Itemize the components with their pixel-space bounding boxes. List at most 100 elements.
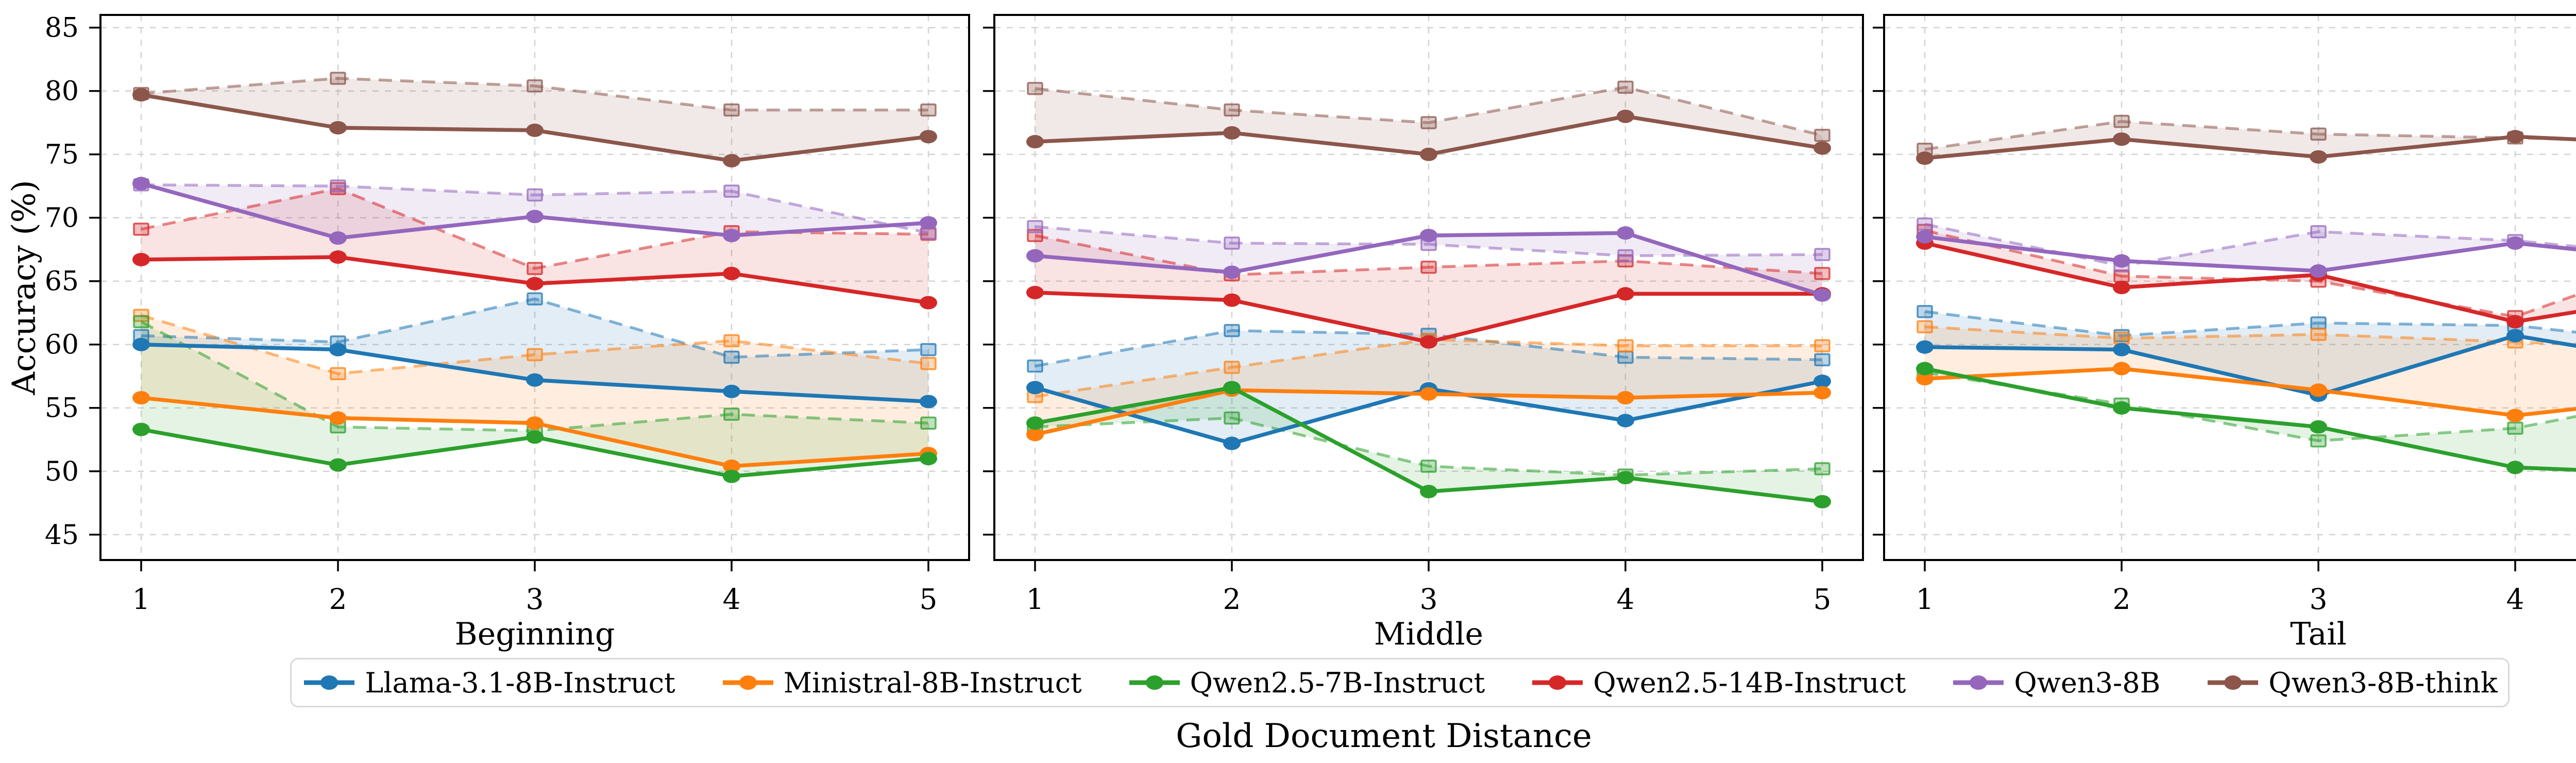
square-marker (1420, 260, 1437, 274)
square-marker (1814, 339, 1831, 352)
circle-marker (526, 277, 544, 291)
circle-marker (920, 452, 937, 466)
square-marker (1917, 304, 1933, 318)
square-marker (527, 262, 543, 275)
square-marker (2310, 328, 2327, 341)
series-qwen3-8b-think-solid (1026, 109, 1831, 161)
legend-entry: Qwen2.5-7B-Instruct (1127, 667, 1485, 699)
x-tick-label: 4 (2506, 583, 2524, 616)
circle-marker (1617, 471, 1634, 485)
x-tick-label: 3 (2310, 583, 2328, 616)
circle-marker (723, 384, 740, 398)
y-tick-label: 65 (45, 266, 79, 297)
square-marker (330, 179, 346, 193)
square-marker (723, 103, 740, 117)
circle-marker (1916, 230, 1934, 244)
legend-marker-line-circle (304, 675, 355, 690)
circle-marker (329, 231, 347, 245)
legend-label: Qwen2.5-14B-Instruct (1593, 666, 1906, 699)
circle-marker (1814, 375, 1831, 388)
gridlines (1884, 15, 2576, 560)
dashed-line (1035, 86, 1823, 137)
square-marker (723, 408, 740, 421)
circle-marker (2506, 130, 2524, 144)
legend-marker-line-circle (1532, 675, 1583, 690)
circle-marker (1420, 229, 1437, 243)
circle-marker (329, 458, 347, 472)
circle-marker (2310, 150, 2327, 164)
square-marker (1224, 103, 1240, 117)
circle-marker (132, 252, 150, 266)
x-tick-label: 2 (329, 583, 347, 616)
circle-marker (132, 422, 150, 436)
circle-marker (1814, 495, 1831, 508)
circle-marker (2506, 236, 2524, 250)
circle-marker (1916, 362, 1934, 376)
square-marker (133, 223, 149, 236)
series-llama-3.1-8b-instruct-solid (132, 337, 937, 409)
band-ministral-8b-instruct (141, 315, 928, 466)
x-tick-label: 3 (526, 583, 544, 616)
dashed-line (141, 77, 928, 112)
circle-marker (1223, 126, 1241, 140)
legend-marker-line-circle (2208, 675, 2259, 690)
legend-circle (2224, 675, 2242, 690)
series-qwen2.5-7b-instruct-dashed (1027, 411, 1831, 482)
circle-marker (920, 130, 937, 144)
axes-frame (1883, 14, 2576, 561)
band-llama-3.1-8b-instruct (141, 299, 928, 402)
dashed-line (1035, 416, 1823, 477)
square-marker (2310, 127, 2327, 141)
y-tick-label: 45 (45, 520, 79, 551)
square-marker (1814, 353, 1831, 366)
circle-marker (1026, 249, 1044, 263)
circle-marker (1420, 147, 1437, 161)
series-qwen3-8b-solid (1026, 226, 1831, 302)
circle-marker (1814, 141, 1831, 155)
band-qwen2.5-7b-instruct (1035, 387, 1822, 502)
tick-marks (89, 26, 929, 571)
square-marker (1027, 220, 1043, 233)
square-marker (1617, 80, 1634, 94)
dashed-line (141, 314, 929, 376)
band-qwen3-8b-think (1925, 121, 2576, 159)
x-tick-label: 3 (1420, 583, 1438, 616)
circle-marker (1223, 381, 1241, 395)
square-marker (1917, 217, 1933, 231)
legend-entry: Llama-3.1-8B-Instruct (302, 667, 675, 699)
legend-circle (739, 675, 757, 690)
legend-circle (320, 675, 338, 690)
circle-marker (132, 177, 150, 191)
square-marker (920, 343, 937, 357)
x-tick-label: 1 (1026, 583, 1044, 616)
square-marker (2113, 331, 2130, 345)
circle-marker (920, 216, 937, 230)
circle-marker (329, 411, 347, 425)
y-tick-label: 55 (45, 393, 79, 424)
band-qwen2.5-14b-instruct (141, 189, 928, 303)
panel-title-beginning: Beginning (454, 616, 615, 652)
y-tick-label: 60 (45, 330, 79, 361)
series-ministral-8b-instruct-solid (1916, 362, 2576, 422)
square-marker (2113, 114, 2130, 128)
circle-marker (723, 266, 740, 280)
circle-marker (2506, 329, 2524, 343)
circle-marker (2506, 461, 2524, 474)
band-qwen3-8b-think (141, 78, 928, 161)
dashed-line (141, 297, 929, 359)
legend-marker-line-circle (1953, 675, 2004, 690)
series-qwen3-8b-solid (132, 177, 937, 245)
square-marker (1814, 462, 1831, 476)
circle-marker (1026, 416, 1044, 430)
square-marker (2310, 316, 2327, 330)
square-marker (1917, 320, 1933, 334)
series-qwen2.5-7b-instruct-solid (1916, 362, 2576, 474)
circle-marker (526, 373, 544, 387)
square-marker (723, 184, 740, 198)
series-qwen2.5-14b-instruct-solid (132, 250, 937, 310)
circle-marker (526, 416, 544, 430)
legend-box: Llama-3.1-8B-Instruct Ministral-8B-Instr… (290, 658, 2510, 707)
panel-title-tail: Tail (2290, 616, 2347, 652)
